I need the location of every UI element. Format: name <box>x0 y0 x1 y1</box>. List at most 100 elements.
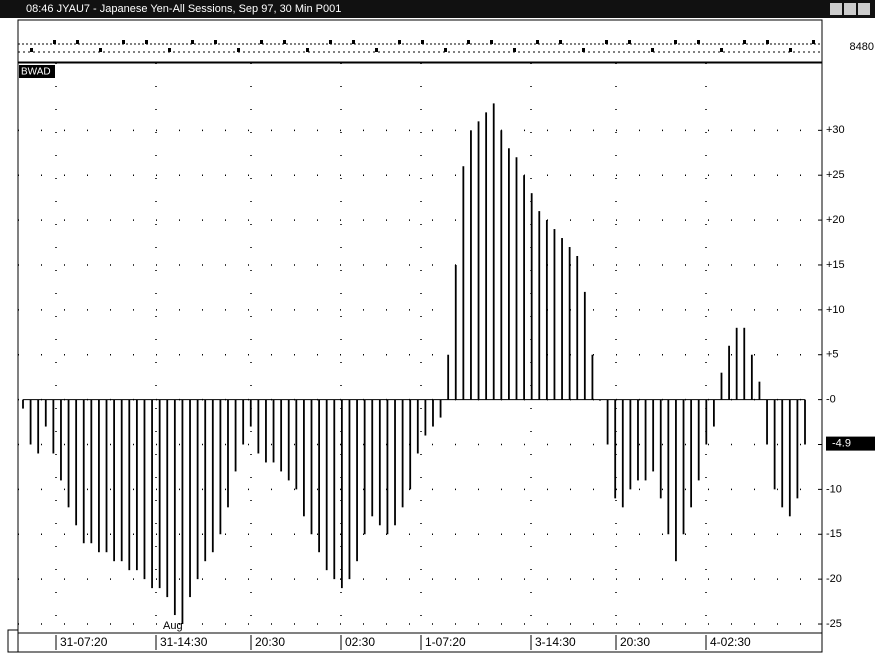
top-panel-mark <box>145 40 148 44</box>
bar <box>249 399 252 427</box>
bar <box>219 399 222 535</box>
bar <box>515 157 518 400</box>
close-button[interactable] <box>858 3 870 15</box>
top-panel-mark <box>329 40 332 44</box>
top-panel-mark <box>283 40 286 44</box>
bar <box>629 399 632 490</box>
bar <box>378 399 381 526</box>
bar <box>82 399 85 544</box>
x-tick-label: 02:30 <box>345 635 375 649</box>
y-tick-label: +20 <box>826 214 845 226</box>
bar <box>568 247 571 400</box>
bar <box>462 166 465 400</box>
bar <box>705 399 708 445</box>
bar <box>591 354 594 400</box>
bar <box>98 399 100 553</box>
bar <box>637 399 639 481</box>
bar <box>143 399 146 580</box>
bar <box>652 399 655 472</box>
bar <box>477 121 480 400</box>
top-panel-value: 8480 <box>850 41 874 53</box>
bar <box>303 399 305 517</box>
bar <box>90 399 93 544</box>
bar <box>340 399 343 589</box>
x-tick-label: 3-14:30 <box>535 635 576 649</box>
bar <box>37 399 40 454</box>
bar <box>659 399 662 499</box>
bar <box>128 399 131 571</box>
top-panel-mark <box>398 40 401 44</box>
bar <box>766 399 768 445</box>
x-tick-label: 20:30 <box>255 635 285 649</box>
last-value-label: -4.9 <box>832 438 851 450</box>
bar <box>470 130 472 400</box>
top-panel-mark <box>191 40 194 44</box>
bar <box>401 399 404 508</box>
bar <box>333 399 336 580</box>
top-panel-mark <box>444 48 447 52</box>
bar <box>750 354 753 400</box>
bar <box>181 399 184 625</box>
bar <box>667 399 670 535</box>
top-panel-mark <box>674 40 677 44</box>
bar <box>409 399 412 490</box>
bar <box>720 372 723 400</box>
top-panel-mark <box>697 40 700 44</box>
bar <box>492 103 495 400</box>
top-panel-mark <box>536 40 539 44</box>
window-title: 08:46 JYAU7 - Japanese Yen-All Sessions,… <box>26 3 341 15</box>
bar <box>508 148 510 400</box>
top-panel-mark <box>237 48 240 52</box>
top-panel-mark <box>214 40 217 44</box>
bar <box>697 399 700 481</box>
bar <box>325 399 328 571</box>
bar <box>211 399 214 553</box>
bar <box>295 399 298 490</box>
bar <box>690 399 693 508</box>
y-tick-label: -20 <box>826 573 842 585</box>
top-panel-mark <box>628 40 631 44</box>
top-panel-mark <box>651 48 654 52</box>
top-panel-mark <box>352 40 355 44</box>
bar <box>318 399 320 553</box>
bar <box>500 130 503 400</box>
title-bar <box>0 0 875 18</box>
bar <box>675 399 677 562</box>
bar <box>743 327 746 400</box>
top-panel-mark <box>605 40 608 44</box>
indicator-label: BWAD <box>21 67 51 78</box>
top-panel-mark <box>467 40 470 44</box>
bar <box>553 229 556 400</box>
bar <box>538 211 541 400</box>
bar <box>781 399 784 508</box>
bar <box>796 399 799 499</box>
y-tick-label: -10 <box>826 483 842 495</box>
top-panel-mark <box>582 48 585 52</box>
top-panel-mark <box>53 40 56 44</box>
bar <box>804 399 806 445</box>
bar <box>530 193 533 400</box>
top-panel-mark <box>306 48 309 52</box>
bar <box>386 399 389 535</box>
bar <box>728 345 730 400</box>
top-panel-mark <box>421 40 424 44</box>
bar <box>712 399 715 427</box>
top-panel-mark <box>720 48 723 52</box>
maximize-button[interactable] <box>844 3 856 15</box>
bar <box>583 291 586 400</box>
x-tick-label: 20:30 <box>620 635 650 649</box>
minimize-button[interactable] <box>830 3 842 15</box>
bar <box>576 255 579 400</box>
bar <box>29 399 32 445</box>
scroll-handle[interactable] <box>7 629 19 653</box>
bar <box>788 399 791 517</box>
top-panel-mark <box>559 40 562 44</box>
bar <box>735 327 738 400</box>
bar <box>135 399 138 571</box>
bar <box>454 264 457 400</box>
bar <box>432 399 434 427</box>
bar <box>614 399 617 499</box>
bar <box>242 399 245 445</box>
bar <box>621 399 624 508</box>
bar <box>60 399 62 481</box>
